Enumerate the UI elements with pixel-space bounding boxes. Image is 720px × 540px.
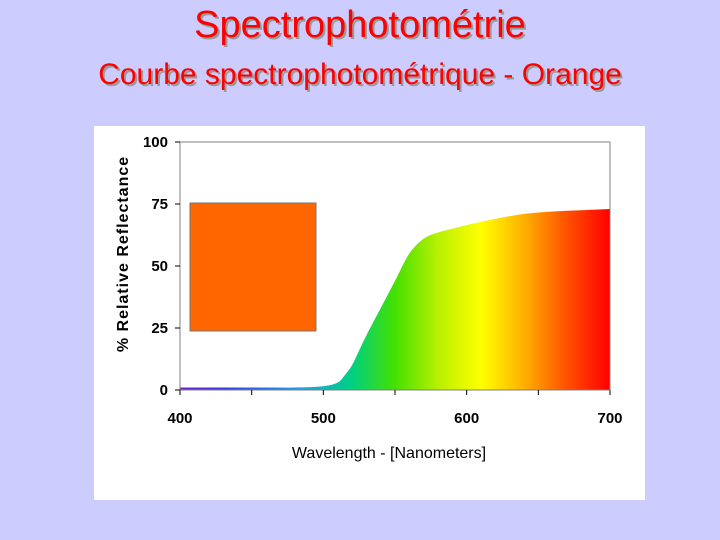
y-tick-label: 50 bbox=[151, 258, 168, 275]
page-title: Spectrophotométrie bbox=[194, 4, 526, 46]
x-tick-label: 400 bbox=[167, 410, 192, 427]
y-tick-label: 25 bbox=[151, 320, 168, 337]
x-tick-label: 600 bbox=[454, 410, 479, 427]
y-axis-title: % Relative Reflectance bbox=[115, 156, 132, 352]
y-axis: 0 25 50 75 100 bbox=[143, 134, 180, 399]
reflectance-chart: 0 25 50 75 100 400 500 600 700 Wavelength - [Na… bbox=[115, 134, 623, 462]
x-tick-label: 700 bbox=[597, 410, 622, 427]
chart-panel: 0 25 50 75 100 400 500 600 700 Wavelength - [Na… bbox=[94, 126, 645, 500]
x-tick-label: 500 bbox=[311, 410, 336, 427]
y-tick-label: 75 bbox=[151, 196, 168, 213]
x-axis: 400 500 600 700 bbox=[167, 390, 623, 427]
reflectance-area bbox=[180, 208, 610, 390]
page-subtitle: Courbe spectrophotométrique - Orange bbox=[98, 58, 622, 91]
x-axis-title: Wavelength - [Nanometers] bbox=[292, 445, 486, 462]
y-tick-label: 100 bbox=[143, 134, 168, 151]
y-tick-label: 0 bbox=[160, 382, 168, 399]
orange-color-swatch bbox=[189, 202, 317, 332]
